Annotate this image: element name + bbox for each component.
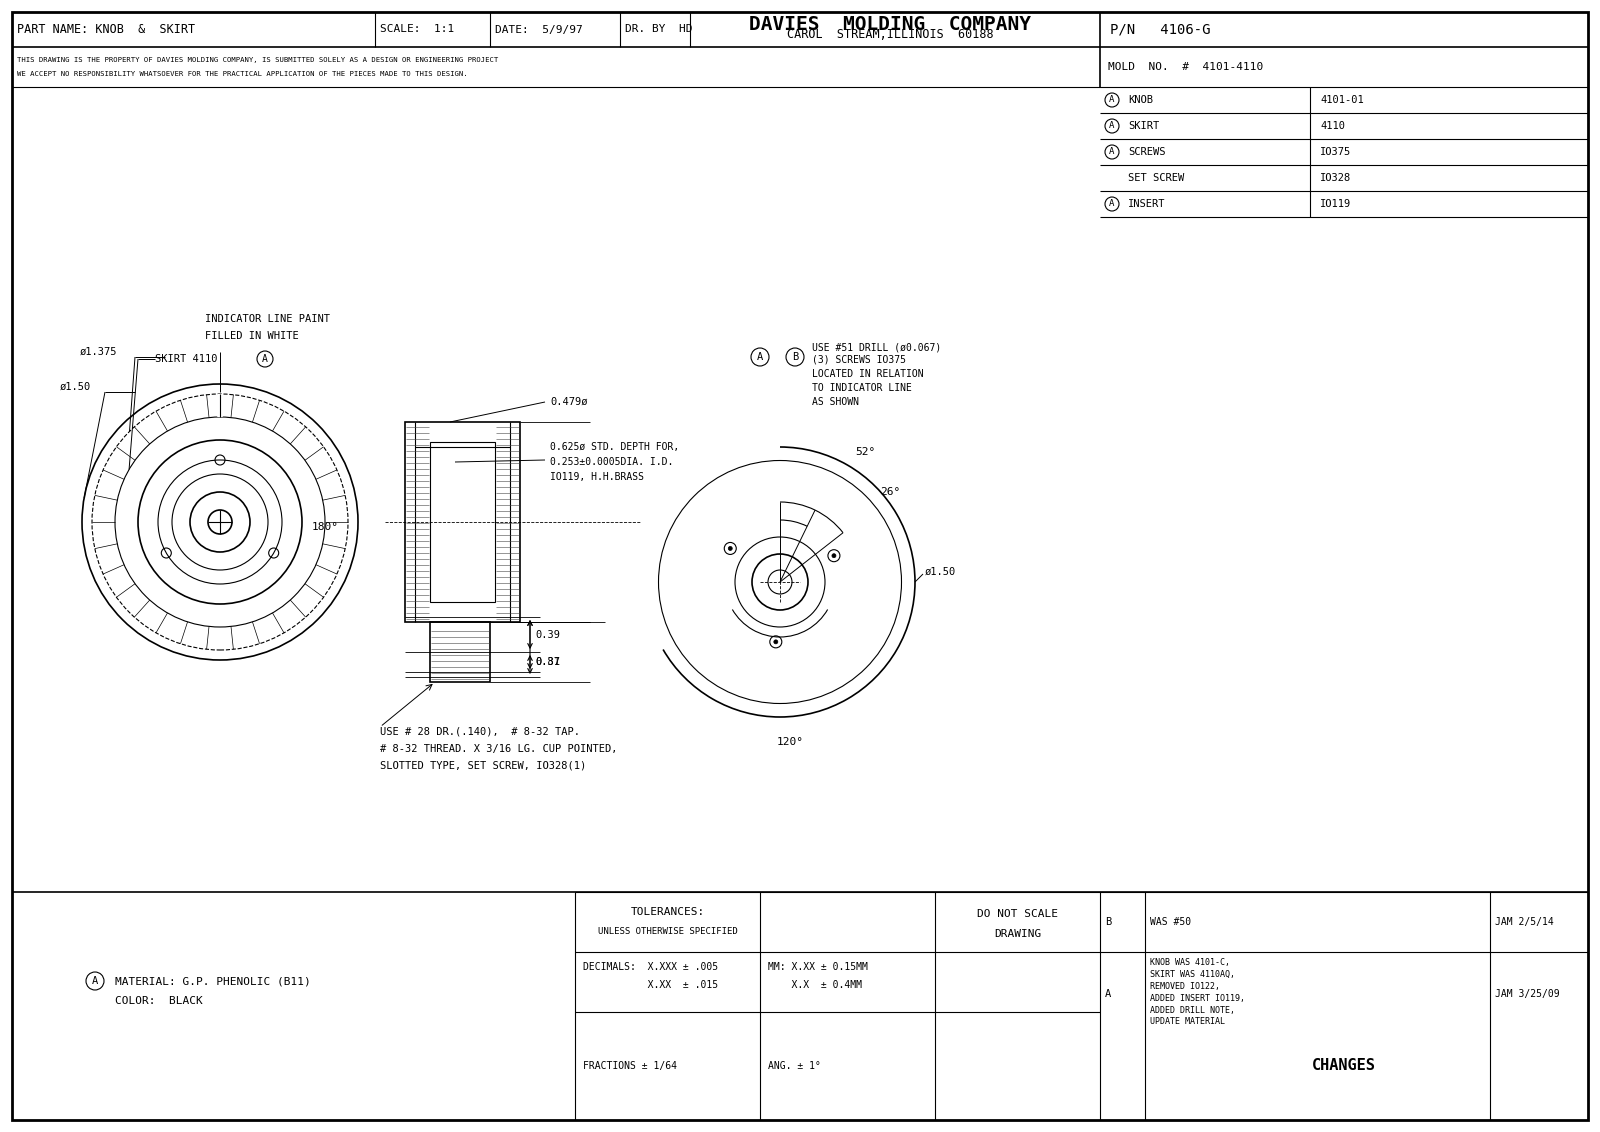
Text: X.X  ± 0.4MM: X.X ± 0.4MM	[768, 980, 862, 990]
Text: (3) SCREWS IO375: (3) SCREWS IO375	[813, 355, 906, 365]
Text: A: A	[91, 976, 98, 986]
Text: ADDED INSERT IO119,: ADDED INSERT IO119,	[1150, 994, 1245, 1003]
Text: 180°: 180°	[312, 522, 339, 532]
Circle shape	[774, 640, 778, 644]
Text: THIS DRAWING IS THE PROPERTY OF DAVIES MOLDING COMPANY, IS SUBMITTED SOLELY AS A: THIS DRAWING IS THE PROPERTY OF DAVIES M…	[18, 57, 498, 63]
Text: JAM 2/5/14: JAM 2/5/14	[1494, 917, 1554, 927]
Circle shape	[832, 554, 835, 558]
Text: DO NOT SCALE: DO NOT SCALE	[978, 909, 1058, 919]
Text: WE ACCEPT NO RESPONSIBILITY WHATSOEVER FOR THE PRACTICAL APPLICATION OF THE PIEC: WE ACCEPT NO RESPONSIBILITY WHATSOEVER F…	[18, 71, 467, 77]
Text: FRACTIONS ± 1/64: FRACTIONS ± 1/64	[582, 1061, 677, 1071]
Text: KNOB WAS 4101-C,: KNOB WAS 4101-C,	[1150, 958, 1230, 967]
Text: MATERIAL: G.P. PHENOLIC (B11): MATERIAL: G.P. PHENOLIC (B11)	[115, 976, 310, 986]
Text: SKIRT: SKIRT	[1128, 121, 1160, 131]
Text: DRAWING: DRAWING	[994, 929, 1042, 940]
Text: A: A	[262, 354, 267, 365]
Text: CHANGES: CHANGES	[1312, 1058, 1376, 1073]
Text: SLOTTED TYPE, SET SCREW, IO328(1): SLOTTED TYPE, SET SCREW, IO328(1)	[381, 761, 586, 771]
Text: INSERT: INSERT	[1128, 199, 1165, 209]
Text: ø1.375: ø1.375	[80, 348, 117, 357]
Text: DECIMALS:  X.XXX ± .005: DECIMALS: X.XXX ± .005	[582, 962, 718, 972]
Text: UNLESS OTHERWISE SPECIFIED: UNLESS OTHERWISE SPECIFIED	[598, 927, 738, 936]
Text: SCREWS: SCREWS	[1128, 147, 1165, 157]
Text: 0.625ø STD. DEPTH FOR,: 0.625ø STD. DEPTH FOR,	[550, 441, 680, 452]
Text: A: A	[1109, 121, 1115, 130]
Text: COLOR:  BLACK: COLOR: BLACK	[115, 996, 203, 1006]
Text: 0.39: 0.39	[534, 629, 560, 640]
Text: IO119: IO119	[1320, 199, 1352, 209]
Text: 26°: 26°	[880, 487, 901, 497]
Text: ø1.50: ø1.50	[61, 381, 91, 392]
Text: IO375: IO375	[1320, 147, 1352, 157]
Text: FILLED IN WHITE: FILLED IN WHITE	[205, 331, 299, 341]
Text: 0.87: 0.87	[534, 657, 560, 667]
Text: USE # 28 DR.(.140),  # 8-32 TAP.: USE # 28 DR.(.140), # 8-32 TAP.	[381, 727, 579, 737]
Text: AS SHOWN: AS SHOWN	[813, 397, 859, 408]
Text: 4101-01: 4101-01	[1320, 95, 1363, 105]
Text: IO328: IO328	[1320, 173, 1352, 183]
Bar	[405, 422, 520, 621]
Text: P/N   4106-G: P/N 4106-G	[1110, 23, 1211, 36]
Text: PART NAME: KNOB  &  SKIRT: PART NAME: KNOB & SKIRT	[18, 23, 195, 36]
Text: A: A	[1109, 147, 1115, 156]
Text: 52°: 52°	[854, 447, 875, 457]
Text: ANG. ± 1°: ANG. ± 1°	[768, 1061, 821, 1071]
Text: IO119, H.H.BRASS: IO119, H.H.BRASS	[550, 472, 643, 482]
Bar	[430, 441, 494, 602]
Text: ø1.50: ø1.50	[925, 567, 957, 577]
Text: CAROL  STREAM,ILLINOIS  60188: CAROL STREAM,ILLINOIS 60188	[787, 28, 994, 42]
Text: JAM 3/25/09: JAM 3/25/09	[1494, 989, 1560, 1000]
Text: B: B	[1106, 917, 1112, 927]
Text: SKIRT 4110: SKIRT 4110	[155, 354, 218, 365]
Text: MOLD  NO.  #  4101-4110: MOLD NO. # 4101-4110	[1107, 62, 1264, 72]
Text: A: A	[757, 352, 763, 362]
Text: X.XX  ± .015: X.XX ± .015	[582, 980, 718, 990]
Text: 0.253±0.0005DIA. I.D.: 0.253±0.0005DIA. I.D.	[550, 457, 674, 468]
Text: LOCATED IN RELATION: LOCATED IN RELATION	[813, 369, 923, 379]
Text: SCALE:  1:1: SCALE: 1:1	[381, 25, 454, 34]
Text: # 8-32 THREAD. X 3/16 LG. CUP POINTED,: # 8-32 THREAD. X 3/16 LG. CUP POINTED,	[381, 744, 618, 754]
Text: KNOB: KNOB	[1128, 95, 1154, 105]
Text: DR. BY  HD: DR. BY HD	[626, 25, 693, 34]
Text: 0.31: 0.31	[534, 657, 560, 667]
Text: INDICATOR LINE PAINT: INDICATOR LINE PAINT	[205, 314, 330, 324]
Text: 120°: 120°	[776, 737, 803, 747]
Text: UPDATE MATERIAL: UPDATE MATERIAL	[1150, 1018, 1226, 1027]
Text: SKIRT WAS 4110AQ,: SKIRT WAS 4110AQ,	[1150, 969, 1235, 978]
Bar	[430, 621, 490, 681]
Text: TO INDICATOR LINE: TO INDICATOR LINE	[813, 383, 912, 393]
Text: B: B	[792, 352, 798, 362]
Text: A: A	[1109, 95, 1115, 104]
Text: 0.479ø: 0.479ø	[550, 397, 587, 408]
Text: SET SCREW: SET SCREW	[1128, 173, 1184, 183]
Text: DAVIES  MOLDING  COMPANY: DAVIES MOLDING COMPANY	[749, 15, 1030, 34]
Text: USE #51 DRILL (ø0.067): USE #51 DRILL (ø0.067)	[813, 342, 941, 352]
Circle shape	[728, 547, 733, 550]
Text: REMOVED IO122,: REMOVED IO122,	[1150, 981, 1221, 990]
Text: TOLERANCES:: TOLERANCES:	[630, 907, 704, 917]
Text: WAS #50: WAS #50	[1150, 917, 1190, 927]
Text: DATE:  5/9/97: DATE: 5/9/97	[494, 25, 582, 34]
Text: A: A	[1106, 989, 1112, 1000]
Text: A: A	[1109, 199, 1115, 208]
Text: ADDED DRILL NOTE,: ADDED DRILL NOTE,	[1150, 1005, 1235, 1014]
Text: 4110: 4110	[1320, 121, 1346, 131]
Text: MM: X.XX ± 0.15MM: MM: X.XX ± 0.15MM	[768, 962, 867, 972]
